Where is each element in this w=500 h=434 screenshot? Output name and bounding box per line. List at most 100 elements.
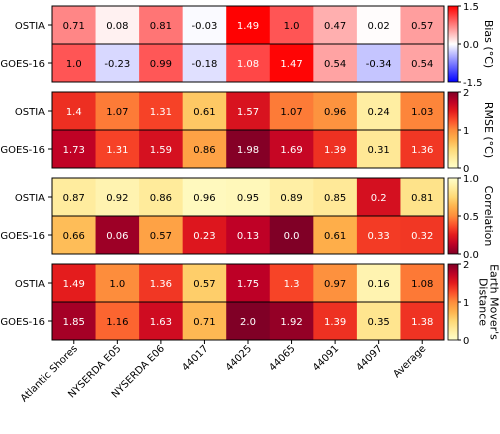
colorbar-tick-label: 0.5 — [463, 212, 479, 223]
cell-value-label: 1.16 — [106, 317, 128, 328]
row-label: GOES-16 — [0, 317, 45, 328]
cell-value-label: -0.03 — [192, 21, 218, 32]
cell-value-label: 1.85 — [63, 317, 85, 328]
colorbar-tick-label: 1 — [463, 126, 469, 137]
cell-value-label: 0.24 — [368, 107, 390, 118]
cell-value-label: 1.47 — [280, 59, 302, 70]
colorbar-tick-label: 1 — [463, 298, 469, 309]
cell-value-label: 0.2 — [371, 193, 387, 204]
cell-value-label: 0.31 — [368, 145, 390, 156]
cell-value-label: 1.4 — [66, 107, 82, 118]
row-label: GOES-16 — [0, 231, 45, 242]
cell-value-label: 1.69 — [280, 145, 302, 156]
cell-value-label: -0.34 — [366, 59, 392, 70]
column-label: Average — [392, 343, 429, 380]
cell-value-label: 0.86 — [193, 145, 215, 156]
cell-value-label: 1.08 — [237, 59, 259, 70]
cell-value-label: 0.47 — [324, 21, 346, 32]
row-label: OSTIA — [15, 21, 45, 32]
cell-value-label: 0.32 — [411, 231, 433, 242]
cell-value-label: 0.35 — [368, 317, 390, 328]
colorbar — [448, 6, 458, 82]
row-label: OSTIA — [15, 107, 45, 118]
cell-value-label: 0.02 — [368, 21, 390, 32]
cell-value-label: 2.0 — [240, 317, 256, 328]
cell-value-label: 0.81 — [411, 193, 433, 204]
cell-value-label: 0.54 — [411, 59, 433, 70]
cell-value-label: 0.86 — [150, 193, 172, 204]
colorbar-tick-label: 0 — [463, 336, 469, 347]
colorbar-tick-label: 2 — [463, 88, 469, 99]
column-label: 44091 — [311, 343, 341, 373]
panel-bias: 0.71 0.08 0.81 -0.03 1.49 1.0 0.47 0.02 0.57 1.0 -… — [0, 2, 495, 89]
cell-value-label: 1.59 — [150, 145, 172, 156]
cell-value-label: 1.07 — [280, 107, 302, 118]
cell-value-label: 0.85 — [324, 193, 346, 204]
cell-value-label: 1.92 — [280, 317, 302, 328]
cell-value-label: 0.66 — [63, 231, 85, 242]
cell-value-label: 1.49 — [63, 279, 85, 290]
colorbar-title: Correlation — [482, 186, 495, 247]
cell-value-label: 1.57 — [237, 107, 259, 118]
cell-value-label: 1.73 — [63, 145, 85, 156]
cell-value-label: 0.89 — [280, 193, 302, 204]
row-label: GOES-16 — [0, 59, 45, 70]
colorbar-title: RMSE (°C) — [482, 102, 495, 158]
cell-value-label: 0.57 — [411, 21, 433, 32]
cell-value-label: 0.23 — [193, 231, 215, 242]
cell-value-label: 0.99 — [150, 59, 172, 70]
panel-rmse: 1.4 1.07 1.31 0.61 1.57 1.07 0.96 0.24 1.03 1.73 1… — [0, 88, 495, 175]
row-label: OSTIA — [15, 193, 45, 204]
colorbar — [448, 178, 458, 254]
cell-value-label: 0.96 — [193, 193, 215, 204]
cell-value-label: 1.0 — [109, 279, 125, 290]
cell-value-label: 0.71 — [63, 21, 85, 32]
column-label: 44097 — [355, 343, 385, 373]
row-label: OSTIA — [15, 279, 45, 290]
cell-value-label: 1.39 — [324, 145, 346, 156]
cell-value-label: 1.36 — [411, 145, 433, 156]
colorbar-tick-label: 2 — [463, 260, 469, 271]
cell-value-label: 0.61 — [193, 107, 215, 118]
cell-value-label: 1.0 — [284, 21, 300, 32]
cell-value-label: 1.38 — [411, 317, 433, 328]
cell-value-label: 1.07 — [106, 107, 128, 118]
cell-value-label: 1.03 — [411, 107, 433, 118]
colorbar — [448, 264, 458, 340]
column-label: 44017 — [180, 343, 210, 373]
cell-value-label: 0.87 — [63, 193, 85, 204]
colorbar-title: Bias (°C) — [482, 20, 495, 68]
cell-value-label: 0.95 — [237, 193, 259, 204]
cell-value-label: 0.92 — [106, 193, 128, 204]
colorbar-tick-label: 1.0 — [463, 174, 479, 185]
cell-value-label: 1.75 — [237, 279, 259, 290]
cell-value-label: 1.49 — [237, 21, 259, 32]
cell-value-label: 0.71 — [193, 317, 215, 328]
cell-value-label: 0.57 — [193, 279, 215, 290]
cell-value-label: 0.16 — [368, 279, 390, 290]
cell-value-label: 1.98 — [237, 145, 259, 156]
cell-value-label: 0.13 — [237, 231, 259, 242]
column-label: 44025 — [224, 343, 254, 373]
row-label: GOES-16 — [0, 145, 45, 156]
cell-value-label: 1.0 — [66, 59, 82, 70]
cell-value-label: 1.63 — [150, 317, 172, 328]
panel-correlation: 0.87 0.92 0.86 0.96 0.95 0.89 0.85 0.2 0.81 0.66 0… — [0, 174, 495, 261]
cell-value-label: 1.39 — [324, 317, 346, 328]
cell-value-label: -0.18 — [192, 59, 218, 70]
cell-value-label: 0.96 — [324, 107, 346, 118]
colorbar-tick-label: 1.5 — [463, 2, 479, 13]
cell-value-label: 0.08 — [106, 21, 128, 32]
cell-value-label: 0.33 — [368, 231, 390, 242]
cell-value-label: 1.31 — [150, 107, 172, 118]
cell-value-label: 1.36 — [150, 279, 172, 290]
colorbar-tick-label: 0.0 — [463, 40, 479, 51]
cell-value-label: 0.54 — [324, 59, 346, 70]
column-label: 44065 — [267, 343, 297, 373]
colorbar — [448, 92, 458, 168]
cell-value-label: 0.81 — [150, 21, 172, 32]
cell-value-label: 0.97 — [324, 279, 346, 290]
cell-value-label: 0.06 — [106, 231, 128, 242]
